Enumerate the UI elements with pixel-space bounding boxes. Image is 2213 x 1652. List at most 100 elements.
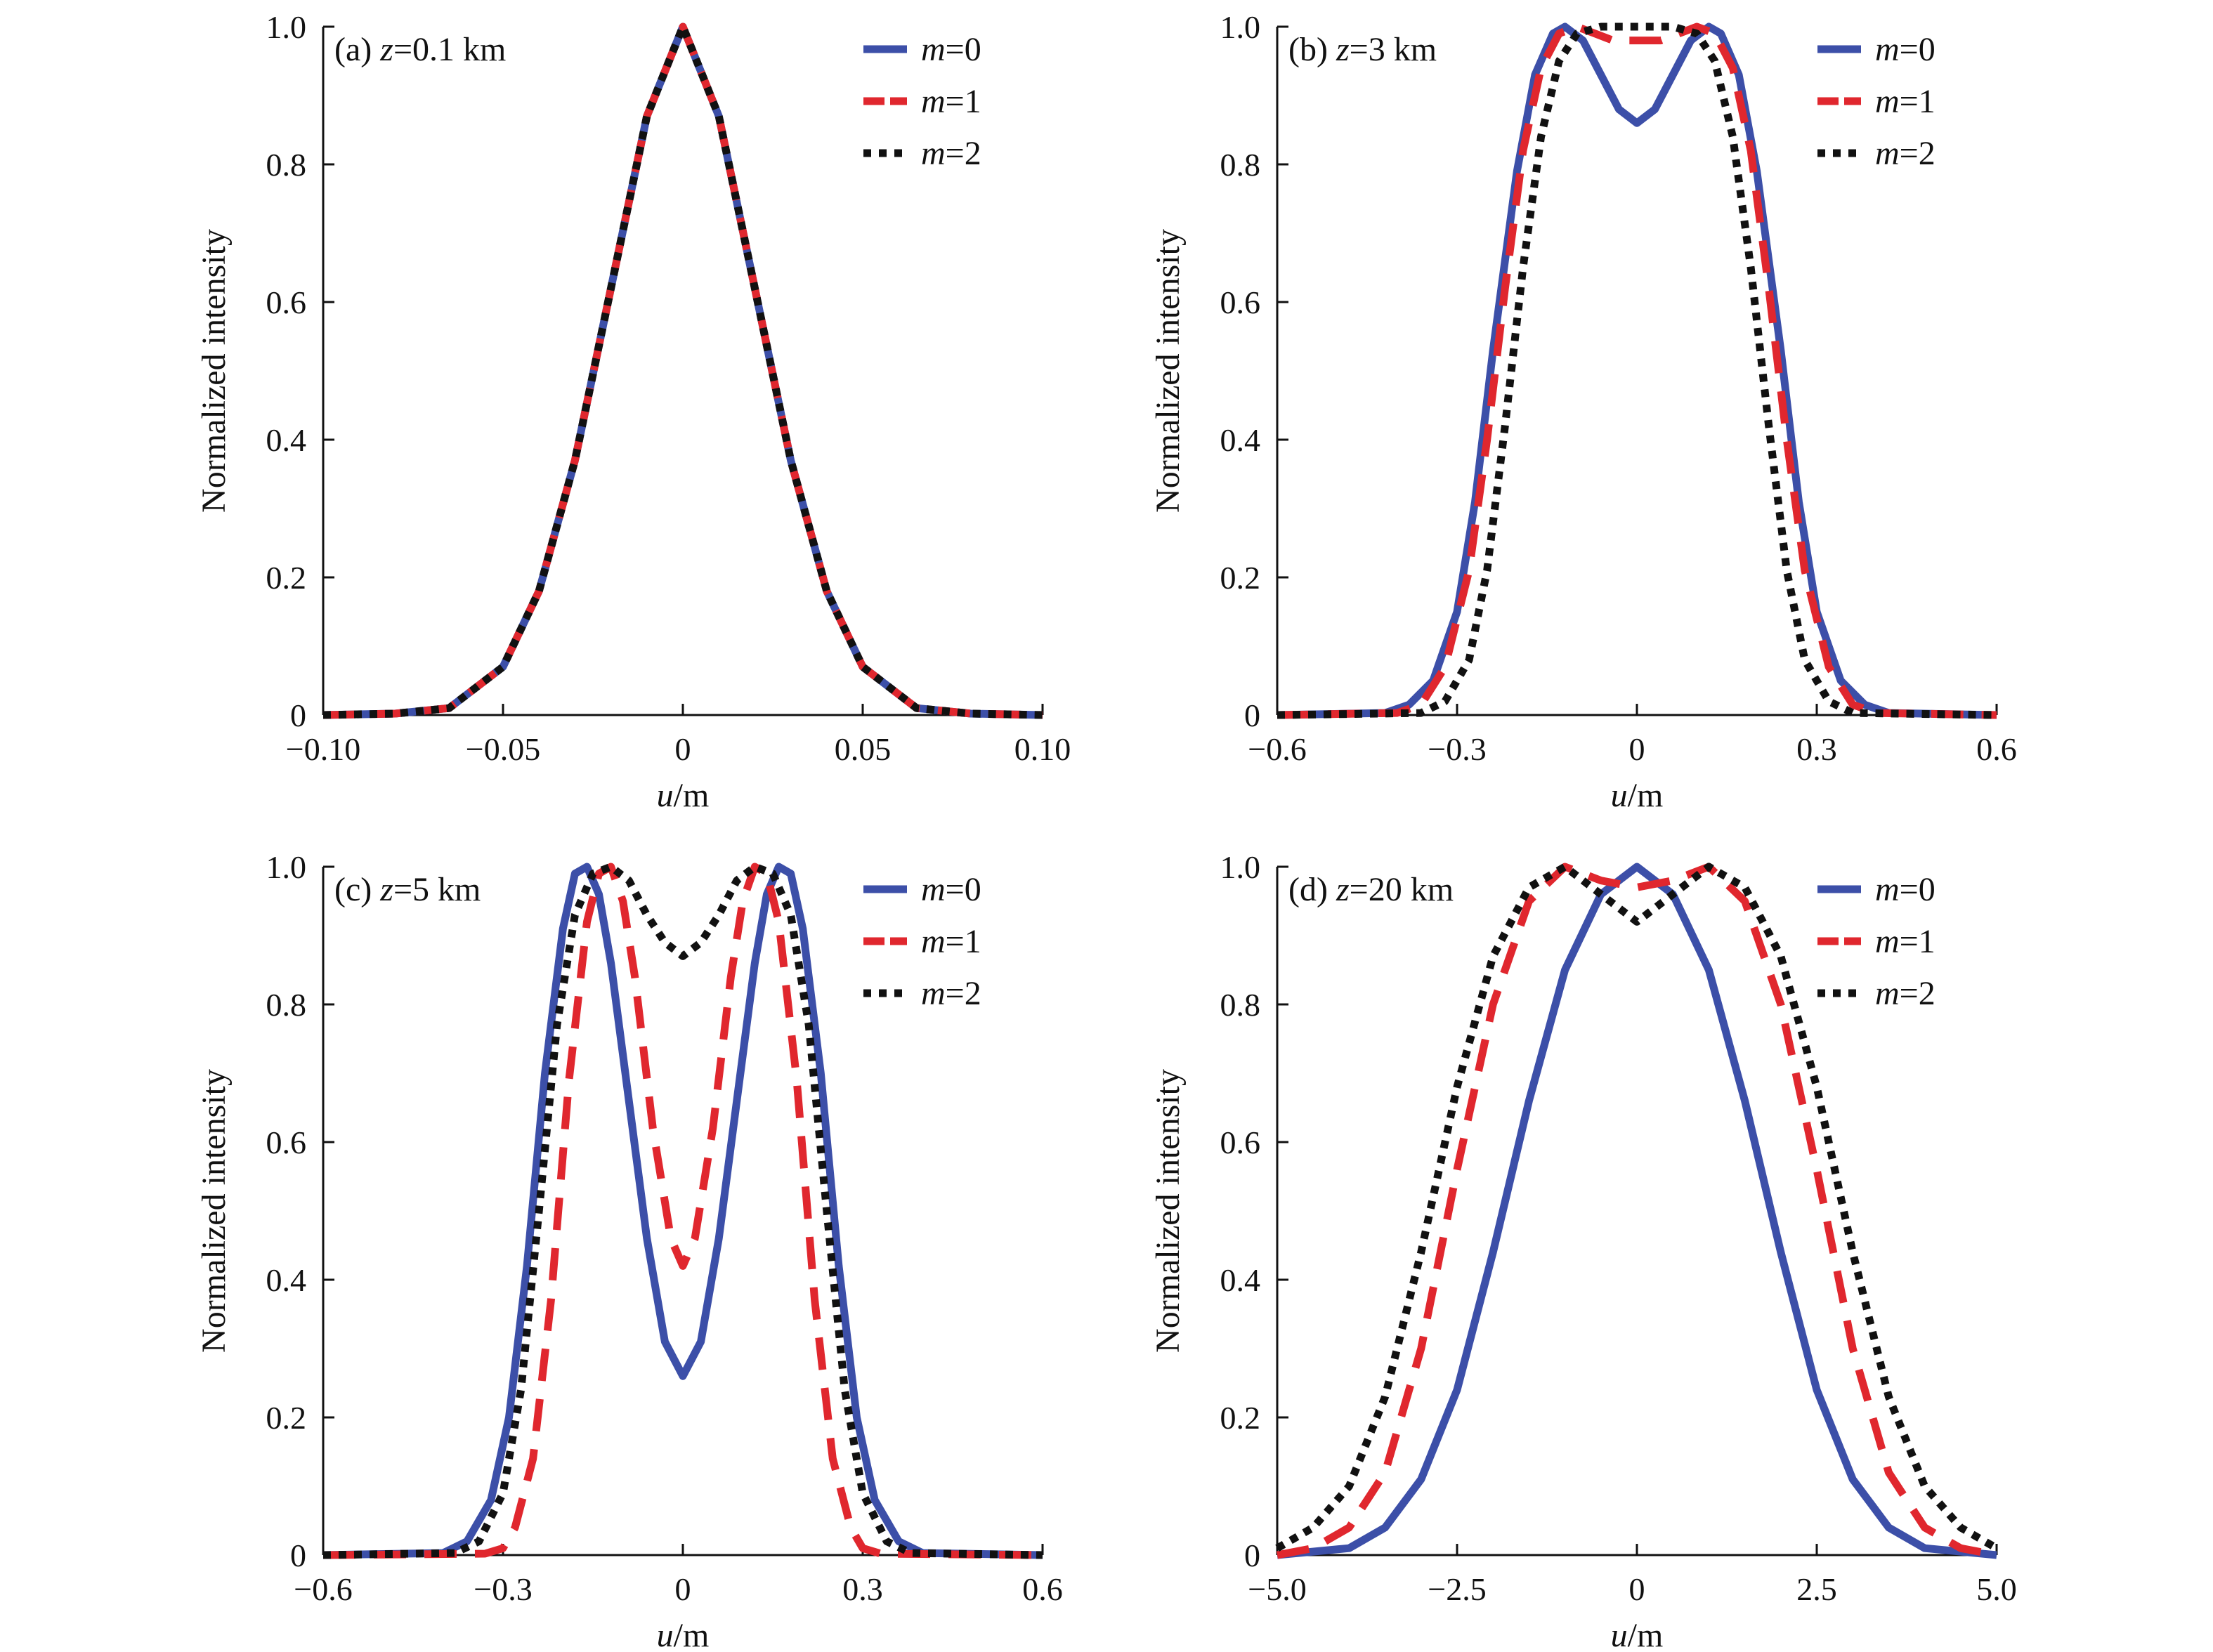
y-axis-label: Normalized intensity [195, 229, 233, 513]
text-part: m [921, 135, 946, 172]
series-line-m1 [322, 863, 1043, 1559]
text-part: u [1611, 777, 1628, 814]
x-tick-label: 2.5 [1796, 1571, 1837, 1607]
text-part: =3 km [1350, 31, 1437, 68]
legend-label-m2: m=2 [1875, 135, 1935, 172]
x-tick-label: −5.0 [1248, 1571, 1306, 1607]
y-tick-label: 0.2 [1220, 560, 1261, 596]
legend: m=0m=1m=2 [863, 871, 981, 1012]
text-part: z [379, 31, 393, 68]
series-line-m2 [322, 863, 1043, 1559]
x-tick-label: −0.6 [1248, 731, 1306, 767]
text-part: /m [1628, 1617, 1664, 1652]
text-part: m [1875, 31, 1900, 68]
x-tick-label: 5.0 [1976, 1571, 2017, 1607]
y-tick-label: 0.4 [1220, 1262, 1261, 1298]
legend-label-m2: m=2 [1875, 975, 1935, 1012]
text-part: m [1875, 83, 1900, 120]
series-line-m2 [1277, 22, 1997, 719]
legend: m=0m=1m=2 [863, 31, 981, 172]
text-part: =1 [1900, 83, 1935, 120]
text-part: m [921, 83, 946, 120]
panel-d: −5.0 −2.5 0 2.5 5.0 0 0.2 0.4 0.6 0.8 1.0 Normalize… [1149, 849, 2017, 1652]
y-tick-label: 0.4 [1220, 422, 1261, 458]
y-tick-label: 0.8 [1220, 147, 1261, 183]
y-tick-label: 0.2 [266, 560, 307, 596]
legend-label-m1: m=1 [921, 923, 981, 960]
x-tick-label: 0 [1629, 731, 1645, 767]
y-tick-label: 0.4 [266, 1262, 307, 1298]
x-tick-label: −0.05 [466, 731, 540, 767]
series-line-m2 [1275, 863, 1999, 1552]
y-tick-label: 1.0 [1220, 849, 1261, 885]
text-part: /m [674, 1617, 710, 1652]
x-tick-label: 0.05 [835, 731, 892, 767]
text-part: m [921, 923, 946, 960]
text-part: m [921, 975, 946, 1012]
text-part: =1 [1900, 923, 1935, 960]
panel-label: (a) z=0.1 km [334, 31, 506, 68]
y-tick-label: 0.8 [266, 987, 307, 1023]
series-line-m1 [1276, 863, 1998, 1559]
y-axis-label: Normalized intensity [1149, 229, 1187, 513]
x-tick-label: 0 [675, 731, 691, 767]
text-part: u [1611, 1617, 1628, 1652]
x-axis-label: u/m [1611, 1617, 1664, 1652]
legend-label-m0: m=0 [1875, 31, 1935, 68]
text-part: (b) [1288, 31, 1336, 68]
x-tick-label: 0.3 [842, 1571, 883, 1607]
text-part: z [1336, 31, 1350, 68]
x-axis-label: u/m [1611, 777, 1664, 814]
text-part: =1 [946, 923, 981, 960]
y-tick-label: 0.6 [1220, 1125, 1261, 1160]
y-tick-label: 0.6 [266, 284, 307, 320]
x-tick-label: 0.3 [1796, 731, 1837, 767]
y-tick-label: 0.6 [1220, 284, 1261, 320]
text-part: m [921, 31, 946, 68]
x-tick-label: −0.6 [294, 1571, 352, 1607]
legend: m=0 m=1 m=2 [1817, 871, 1935, 1012]
x-tick-label: 0.10 [1014, 731, 1071, 767]
x-tick-label: −0.3 [474, 1571, 532, 1607]
x-tick-label: −0.3 [1428, 731, 1486, 767]
text-part: /m [1628, 777, 1664, 814]
panel-label: (d) z=20 km [1288, 871, 1454, 908]
x-tick-label: 0.6 [1976, 731, 2017, 767]
y-axis-label: Normalized intensity [195, 1069, 233, 1353]
y-tick-label: 0.6 [266, 1125, 307, 1160]
y-tick-label: 0.8 [1220, 987, 1261, 1023]
series-line-m1 [1277, 22, 1997, 719]
legend-label-m2: m=2 [921, 975, 981, 1012]
panel-label: (c) z=5 km [334, 871, 481, 908]
y-tick-label: 1.0 [266, 9, 307, 45]
y-tick-label: 0 [290, 697, 306, 733]
legend: m=0m=1m=2 [1817, 31, 1935, 172]
y-tick-label: 0.2 [266, 1400, 307, 1436]
series-line-m0 [1277, 863, 1997, 1559]
y-axis-label: Normalized intensity [1149, 1069, 1187, 1353]
text-part: =2 [1900, 975, 1935, 1012]
text-part: =0 [946, 871, 981, 908]
series-line-m1 [322, 22, 1043, 719]
series-line-m0 [322, 22, 1043, 719]
series-line-m0 [322, 863, 1043, 1559]
y-tick-label: 0.8 [266, 147, 307, 183]
text-part: m [1875, 923, 1900, 960]
text-part: (a) [334, 31, 380, 68]
text-part: u [657, 1617, 674, 1652]
text-part: =2 [946, 135, 981, 172]
x-tick-label: 0.6 [1022, 1571, 1063, 1607]
text-part: =2 [1900, 135, 1935, 172]
y-tick-label: 0.2 [1220, 1400, 1261, 1436]
text-part: /m [674, 777, 710, 814]
legend-label-m0: m=0 [1875, 871, 1935, 908]
legend-label-m1: m=1 [1875, 83, 1935, 120]
text-part: =0 [1900, 31, 1935, 68]
panel-b: −0.6 −0.3 0 0.3 0.6 0 0.2 0.4 0.6 0.8 1.0 Normalize… [1149, 9, 2017, 814]
text-part: =20 km [1350, 871, 1454, 908]
text-part: z [379, 871, 393, 908]
legend-label-m1: m=1 [921, 83, 981, 120]
y-tick-label: 1.0 [266, 849, 307, 885]
text-part: m [921, 871, 946, 908]
